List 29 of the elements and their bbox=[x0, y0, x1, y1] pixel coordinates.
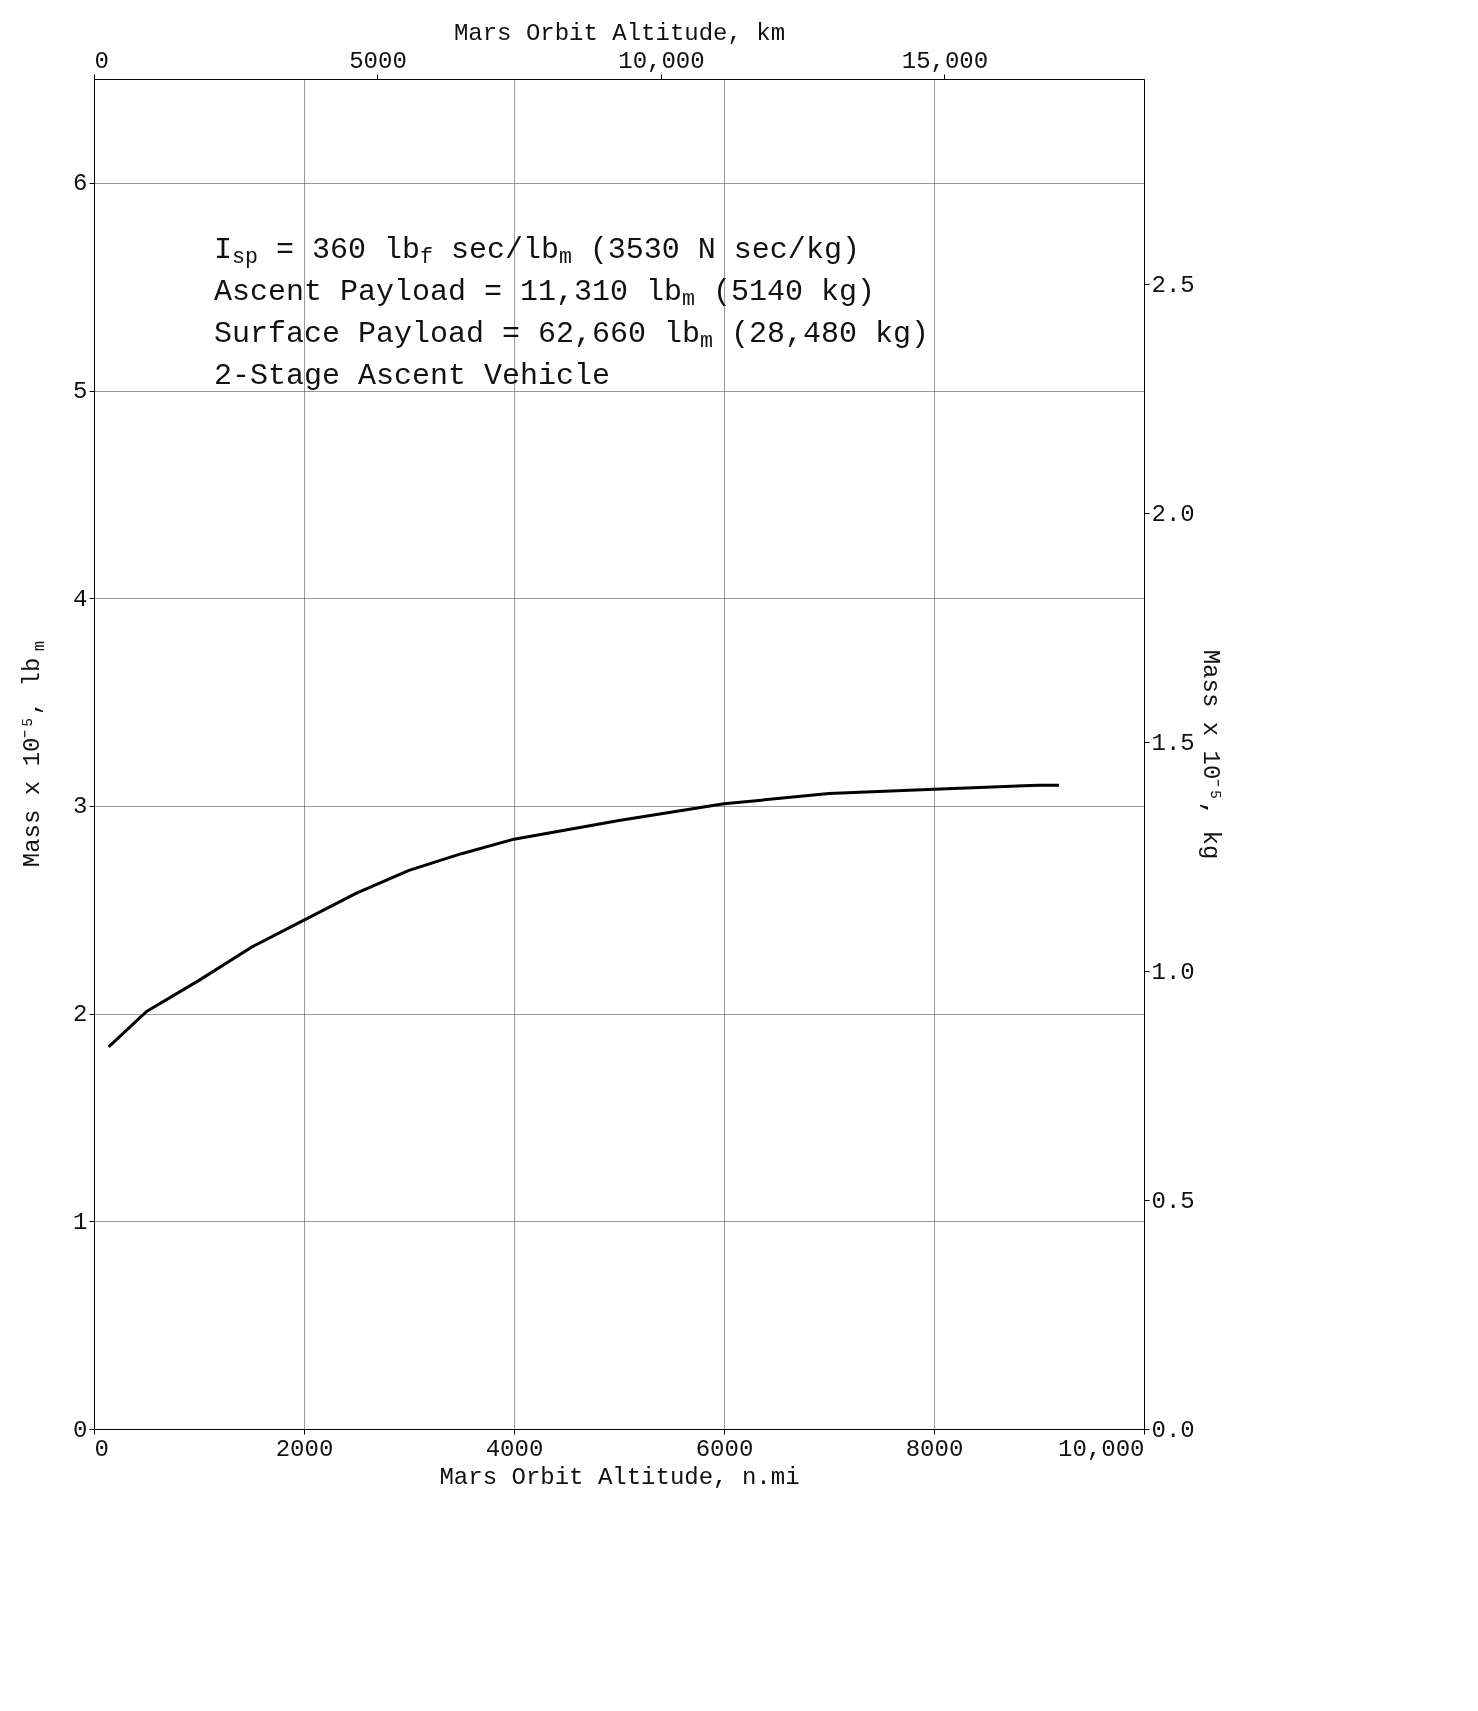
y2-tick-label: 2.5 bbox=[1151, 271, 1195, 299]
x-tick-label: 10,000 bbox=[1058, 1435, 1145, 1463]
x-tick-label: 6000 bbox=[695, 1435, 754, 1463]
line-series bbox=[107, 783, 1061, 1049]
y2-tick-label: 0.0 bbox=[1151, 1416, 1195, 1444]
y-tick-label: 6 bbox=[73, 170, 88, 198]
x-tick-label: 0 bbox=[94, 1435, 109, 1463]
y2-axis-title: Mass x 10⁻⁵, kg bbox=[1196, 649, 1224, 860]
x2-axis-title: Mars Orbit Altitude, km bbox=[453, 19, 786, 47]
x-tick-label: 8000 bbox=[905, 1435, 964, 1463]
y-tick-label: 1 bbox=[73, 1208, 88, 1236]
annotation: 2-Stage Ascent Vehicle bbox=[214, 359, 611, 393]
y2-tick-label: 2.0 bbox=[1151, 500, 1195, 528]
y-tick-label: 3 bbox=[73, 793, 88, 821]
x2-tick-label: 15,000 bbox=[901, 47, 989, 75]
x-axis-title: Mars Orbit Altitude, n.mi bbox=[439, 1463, 800, 1491]
y2-tick-label: 0.5 bbox=[1151, 1187, 1195, 1215]
y2-tick-label: 1.5 bbox=[1151, 729, 1195, 757]
y-tick-label: 4 bbox=[73, 585, 88, 613]
y-axis-title: Mass x 10⁻⁵, lbm bbox=[19, 640, 49, 868]
y-tick-label: 0 bbox=[73, 1416, 88, 1444]
x-tick-label: 4000 bbox=[485, 1435, 544, 1463]
y2-tick-label: 1.0 bbox=[1151, 958, 1195, 986]
x2-tick-label: 5000 bbox=[349, 47, 407, 75]
y-tick-label: 5 bbox=[73, 378, 88, 406]
y-tick-label: 2 bbox=[73, 1001, 88, 1029]
x2-tick-label: 10,000 bbox=[618, 47, 705, 75]
x2-tick-label: 0 bbox=[94, 47, 109, 75]
x-tick-label: 2000 bbox=[275, 1435, 334, 1463]
